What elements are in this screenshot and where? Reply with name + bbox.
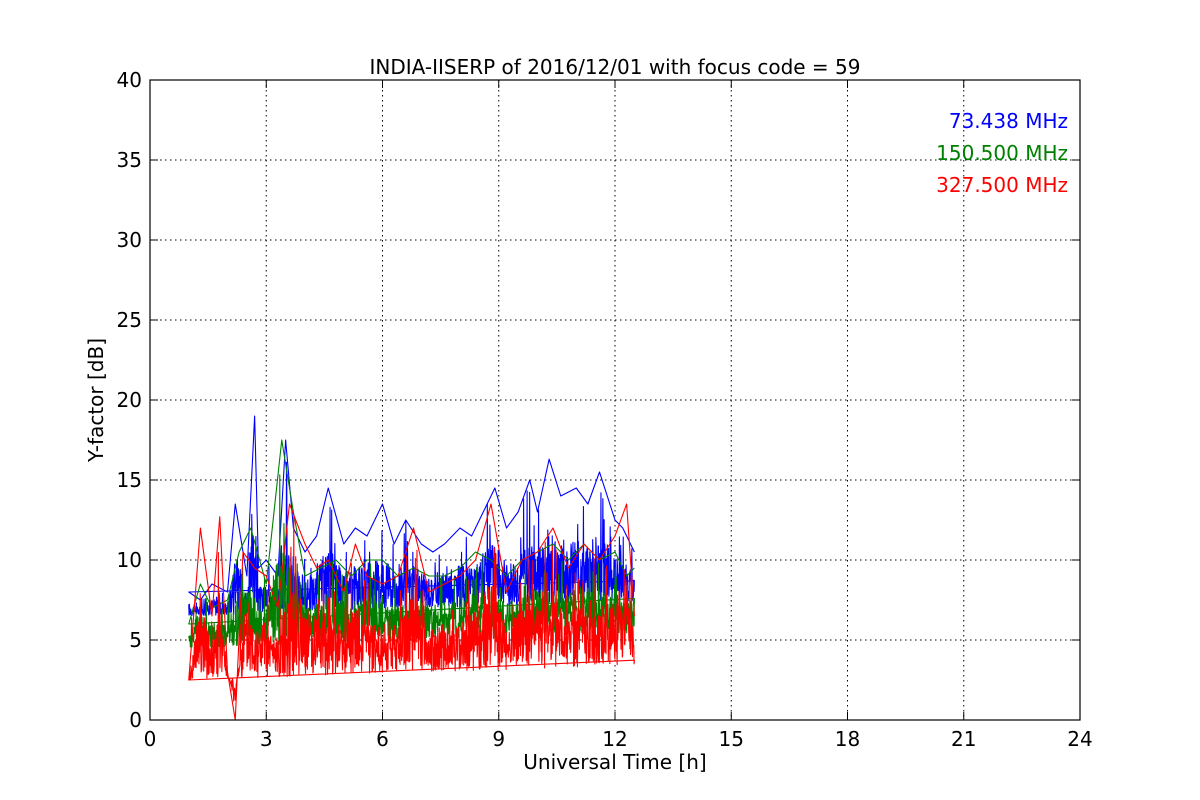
y-tick-label: 25 — [117, 308, 142, 332]
y-tick-label: 0 — [129, 708, 142, 732]
x-tick-label: 15 — [719, 727, 744, 751]
series-layer — [188, 415, 635, 721]
x-tick-label: 3 — [260, 727, 273, 751]
legend: 73.438 MHz 150.500 MHz 327.500 MHz — [936, 109, 1068, 197]
y-tick-label: 40 — [117, 68, 142, 92]
x-tick-label: 18 — [835, 727, 860, 751]
legend-entry: 327.500 MHz — [936, 173, 1068, 197]
y-tick-label: 20 — [117, 388, 142, 412]
y-axis-title: Y-factor [dB] — [84, 338, 108, 463]
x-tick-label: 21 — [951, 727, 976, 751]
legend-entry: 73.438 MHz — [949, 109, 1068, 133]
x-tick-label: 24 — [1067, 727, 1092, 751]
y-tick-label: 10 — [117, 548, 142, 572]
y-tick-label: 35 — [117, 148, 142, 172]
x-tick-label: 12 — [602, 727, 627, 751]
x-tick-label: 9 — [492, 727, 505, 751]
series-line-3 — [188, 503, 635, 721]
x-axis-title: Universal Time [h] — [523, 750, 706, 774]
x-tick-label: 0 — [144, 727, 157, 751]
chart-title: INDIA-IISERP of 2016/12/01 with focus co… — [370, 55, 861, 79]
y-tick-label: 15 — [117, 468, 142, 492]
ticks: 0 3 6 9 12 15 18 21 24 0 5 10 15 20 25 30 35 40 — [117, 68, 1093, 751]
x-tick-label: 6 — [376, 727, 389, 751]
y-tick-label: 30 — [117, 228, 142, 252]
y-tick-label: 5 — [129, 628, 142, 652]
legend-entry: 150.500 MHz — [936, 141, 1068, 165]
